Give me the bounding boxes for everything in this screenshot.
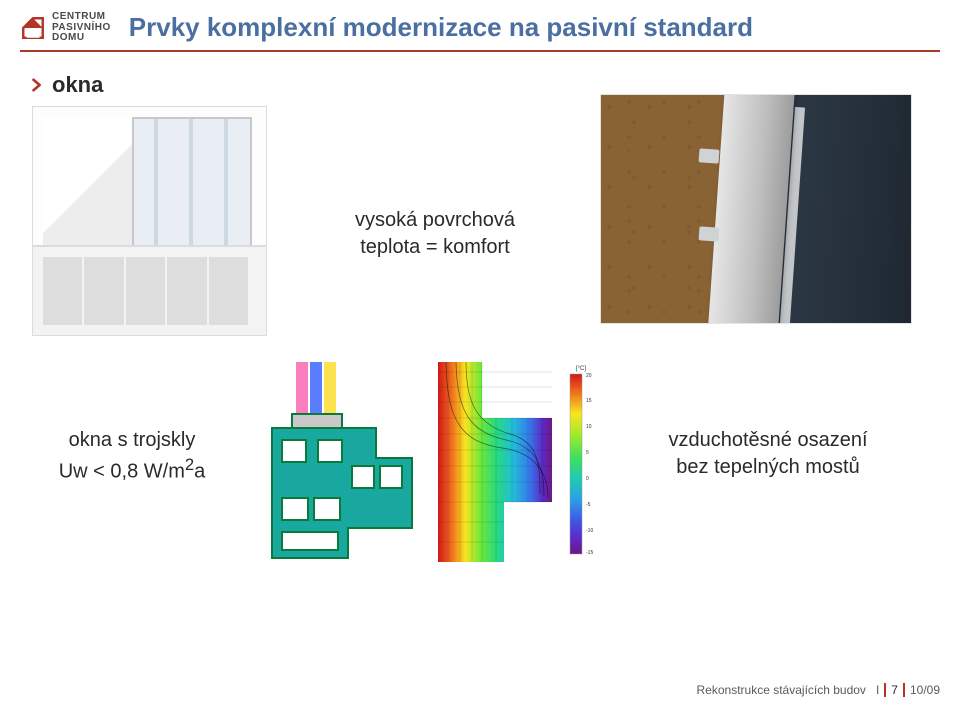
- caption-right-l2: bez tepelných mostů: [638, 454, 898, 481]
- footer-rev: 10/09: [910, 683, 940, 697]
- install-photo: [600, 94, 912, 324]
- page-footer: Rekonstrukce stávajících budov I 7 10/09: [697, 683, 940, 697]
- svg-text:-10: -10: [586, 528, 593, 534]
- thermal-colorbar: [°C] 20 15 10 5 0 -5 -10 -15: [570, 366, 593, 556]
- footer-page: 7: [891, 683, 898, 697]
- logo-line3: DOMU: [52, 33, 111, 44]
- svg-text:5: 5: [586, 450, 589, 456]
- svg-text:-15: -15: [586, 550, 593, 556]
- caption-left-l2: Uw < 0,8 W/m2a: [32, 454, 232, 486]
- caption-right: vzduchotěsné osazení bez tepelných mostů: [638, 427, 898, 481]
- section-title: okna: [52, 72, 103, 98]
- svg-text:-5: -5: [586, 502, 591, 508]
- caption-top-l2: teplota = komfort: [320, 234, 550, 261]
- svg-text:10: 10: [586, 424, 592, 430]
- svg-text:20: 20: [586, 373, 592, 379]
- svg-text:[°C]: [°C]: [576, 366, 586, 372]
- svg-text:0: 0: [586, 476, 589, 482]
- footer-text: Rekonstrukce stávajících budov: [697, 683, 866, 697]
- page-title: Prvky komplexní modernizace na pasivní s…: [129, 12, 753, 43]
- caption-right-l1: vzduchotěsné osazení: [638, 427, 898, 454]
- caption-left-l1: okna s trojskly: [32, 427, 232, 454]
- brand-logo: CENTRUM PASIVNÍHO DOMU: [20, 12, 111, 44]
- caption-top: vysoká povrchová teplota = komfort: [320, 207, 550, 261]
- thermal-simulation: [°C] 20 15 10 5 0 -5 -10 -15: [252, 362, 604, 562]
- svg-text:15: 15: [586, 398, 592, 404]
- chevron-right-icon: [30, 78, 44, 92]
- logo-line1: CENTRUM: [52, 12, 111, 23]
- caption-top-l1: vysoká povrchová: [320, 207, 550, 234]
- caption-left: okna s trojskly Uw < 0,8 W/m2a: [32, 427, 232, 486]
- window-profile-illustration: [32, 106, 267, 336]
- house-icon: [20, 15, 46, 41]
